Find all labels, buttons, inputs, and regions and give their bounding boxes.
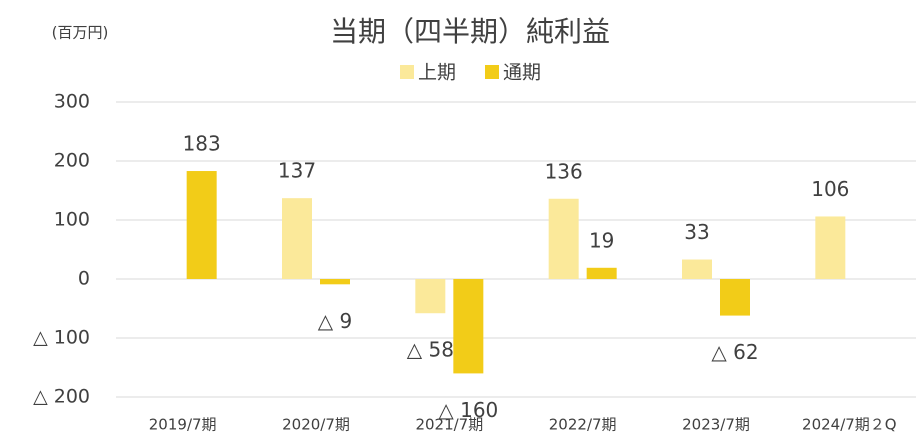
- y-tick-label: 0: [78, 268, 90, 290]
- y-tick-label: 300: [54, 91, 90, 113]
- value-label: △ 9: [318, 309, 352, 333]
- x-tick-label: 2020/7期: [282, 416, 350, 434]
- value-label: △ 58: [407, 338, 454, 362]
- legend-swatch: [485, 65, 499, 79]
- y-tick-label: 200: [54, 150, 90, 172]
- value-label: 137: [278, 159, 316, 183]
- bar: [548, 198, 579, 279]
- chart-title: 当期（四半期）純利益: [330, 15, 610, 48]
- value-label: 183: [183, 132, 221, 156]
- y-tick-label: 100: [54, 209, 90, 231]
- bar: [720, 279, 750, 316]
- x-tick-label: 2022/7期: [549, 416, 617, 434]
- legend-label: 通期: [503, 62, 541, 84]
- bar: [815, 216, 846, 279]
- value-label: △ 62: [711, 340, 758, 364]
- x-tick-label: 2019/7期: [149, 416, 217, 434]
- bar: [453, 279, 484, 374]
- bar: [282, 198, 312, 279]
- value-label: 106: [811, 177, 849, 201]
- bar: [186, 171, 217, 279]
- value-label: 33: [684, 220, 709, 244]
- unit-label: (百万円): [52, 24, 109, 42]
- legend-label: 上期: [418, 62, 456, 84]
- legend-swatch: [400, 65, 414, 79]
- y-tick-label: △ 100: [33, 327, 90, 349]
- value-label: 136: [545, 159, 583, 183]
- bar: [586, 267, 617, 279]
- value-label: 19: [589, 228, 614, 252]
- x-tick-label: 2021/7期: [415, 416, 483, 434]
- value-label: △ 160: [438, 398, 498, 422]
- x-tick-label: 2024/7期２Q: [802, 416, 897, 434]
- bar: [415, 279, 446, 314]
- y-tick-label: △ 200: [33, 386, 90, 408]
- bar: [320, 279, 350, 285]
- bar: [682, 259, 712, 279]
- x-tick-label: 2023/7期: [682, 416, 750, 434]
